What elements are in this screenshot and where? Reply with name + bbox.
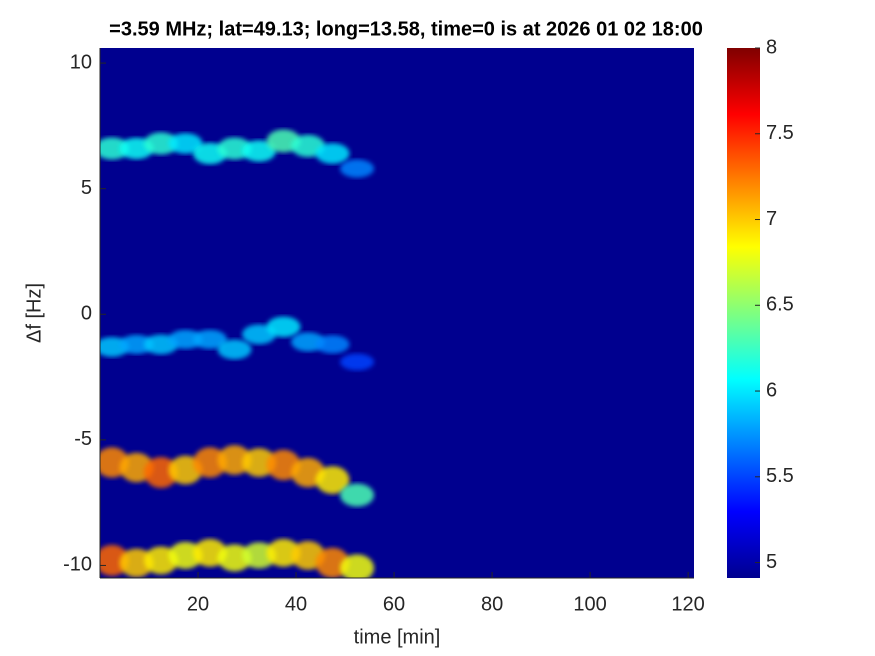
signal-cell <box>168 133 203 154</box>
signal-cell <box>119 334 154 354</box>
signal-cell <box>315 143 350 164</box>
chart-title: =3.59 MHz; lat=49.13; long=13.58, time=0… <box>109 18 703 40</box>
signal-cell <box>340 554 375 578</box>
signal-cell <box>217 339 252 360</box>
spectrogram <box>100 129 375 578</box>
colorbar-tick-label: 6.5 <box>766 294 794 316</box>
x-tick-label: 120 <box>671 593 704 615</box>
signal-cell <box>193 329 228 349</box>
y-axis-label: Δf [Hz] <box>23 283 45 343</box>
colorbar-tick-label: 6 <box>766 379 777 401</box>
x-tick-label: 80 <box>481 593 503 615</box>
signal-cell <box>340 159 375 178</box>
signal-cell <box>266 316 301 338</box>
colorbar-tick-label: 7 <box>766 208 777 230</box>
colorbar-tick-label: 5.5 <box>766 465 794 487</box>
signal-cell <box>100 137 129 160</box>
signal-cell <box>315 466 350 494</box>
signal-cell <box>217 445 252 475</box>
colorbar <box>727 48 760 578</box>
signal-cell <box>193 447 228 478</box>
signal-cell <box>144 132 179 155</box>
signal-cell <box>340 353 375 371</box>
x-axis-label: time [min] <box>354 626 441 648</box>
x-tick-label: 100 <box>573 593 606 615</box>
signal-cell <box>144 456 179 489</box>
x-tick-label: 40 <box>285 593 307 615</box>
y-tick-label: 5 <box>81 177 92 199</box>
x-tick-label: 60 <box>383 593 405 615</box>
signal-cell <box>242 140 277 162</box>
signal-cell <box>315 335 350 354</box>
y-tick-label: 10 <box>70 51 92 73</box>
y-tick-label: -5 <box>74 428 92 450</box>
plot-area <box>100 48 694 578</box>
colorbar-tick-label: 5 <box>766 551 777 573</box>
colorbar-tick-label: 8 <box>766 36 777 58</box>
y-tick-label: -10 <box>63 554 92 576</box>
colorbar-tick-label: 7.5 <box>766 122 794 144</box>
x-tick-label: 20 <box>187 593 209 615</box>
signal-cell <box>168 329 203 349</box>
signal-cell <box>340 483 375 507</box>
y-tick-label: 0 <box>81 303 92 325</box>
